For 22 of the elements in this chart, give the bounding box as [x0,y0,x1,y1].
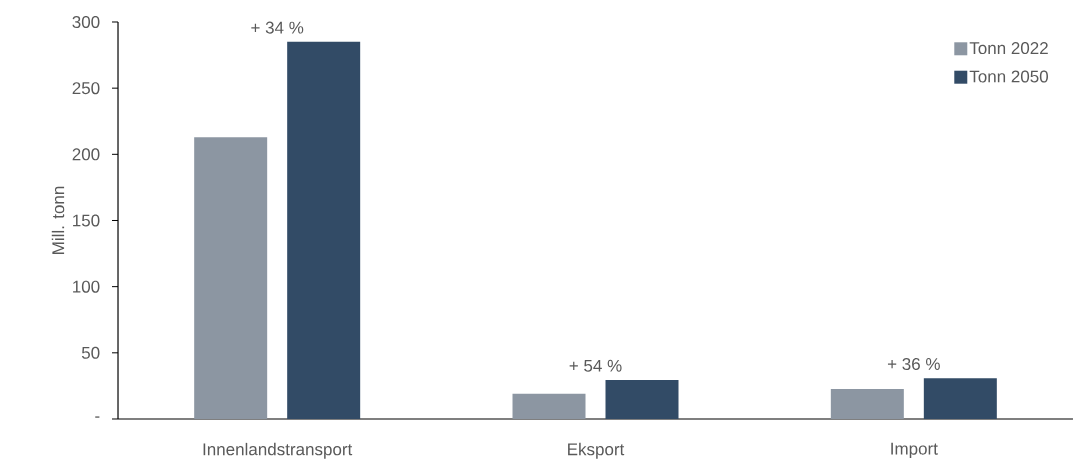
y-tick-label: 300 [72,15,100,29]
x-tick-label: Import [891,442,938,459]
y-axis-title: Mill. tonn [51,186,65,254]
bar [830,388,904,419]
bar [287,41,361,419]
y-tick-label: 200 [72,148,100,161]
y-tick-label: 150 [73,214,100,227]
legend-label: Tonn 2050 [969,70,1048,83]
y-tick-label: 250 [72,82,100,95]
y-tick-label: 100 [73,280,100,293]
y-tick-label: 50 [81,346,100,359]
legend-label: Tonn 2022 [969,42,1048,55]
bar [194,137,268,419]
annotation: + 34 % [251,21,304,34]
annotation: + 36 % [887,357,940,371]
bar [605,379,679,419]
x-tick-label: Innenlandstransport [203,442,353,459]
x-tick-label: Eksport [568,442,625,459]
bar [512,393,586,419]
bar [923,378,997,419]
y-tick-label: - [95,416,100,418]
annotation: + 54 % [569,359,622,372]
